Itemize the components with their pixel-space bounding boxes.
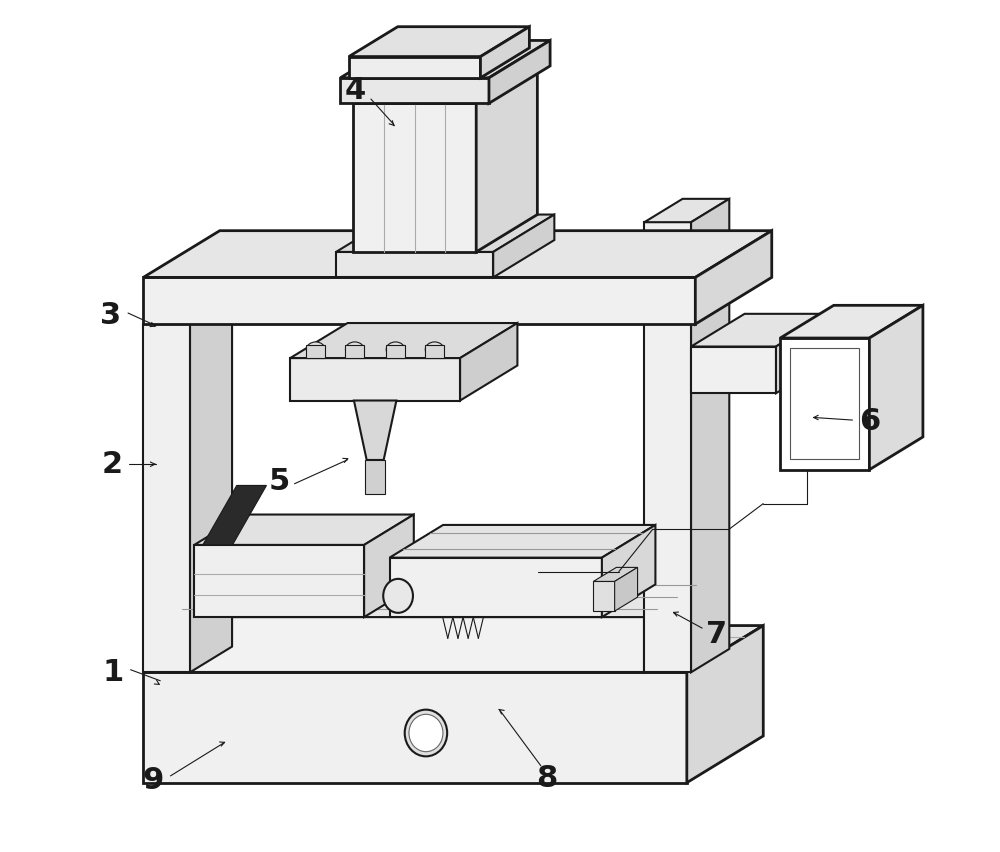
Polygon shape [691,199,729,672]
Polygon shape [143,298,232,324]
Polygon shape [169,617,644,672]
Polygon shape [776,314,829,394]
Ellipse shape [425,342,444,357]
Polygon shape [644,578,709,672]
Polygon shape [194,545,364,617]
Text: 2: 2 [101,450,122,479]
Polygon shape [143,625,763,672]
Polygon shape [480,26,529,78]
Polygon shape [691,347,776,394]
Polygon shape [143,324,190,672]
Polygon shape [869,305,923,469]
Polygon shape [336,252,493,278]
Ellipse shape [383,579,413,613]
Polygon shape [290,358,460,400]
Ellipse shape [409,714,443,751]
Polygon shape [780,338,869,469]
Text: 5: 5 [269,467,290,496]
Polygon shape [349,56,480,78]
Polygon shape [290,323,517,358]
Polygon shape [493,215,554,278]
Polygon shape [143,672,687,783]
Polygon shape [425,345,444,358]
Polygon shape [602,525,655,617]
Polygon shape [306,345,325,358]
Polygon shape [194,515,414,545]
Ellipse shape [345,342,364,357]
Polygon shape [691,314,829,347]
Polygon shape [203,486,266,545]
Polygon shape [143,231,772,278]
Polygon shape [476,66,537,252]
Polygon shape [354,400,396,460]
Polygon shape [340,40,550,78]
Text: 4: 4 [345,76,366,105]
Text: 8: 8 [536,764,557,793]
Polygon shape [364,515,414,617]
Polygon shape [386,345,405,358]
Polygon shape [190,298,232,672]
Polygon shape [143,278,695,324]
Ellipse shape [405,710,447,757]
Text: 9: 9 [143,767,164,796]
Text: 3: 3 [100,301,122,330]
Polygon shape [644,199,729,222]
Ellipse shape [306,342,325,357]
Polygon shape [345,345,364,358]
Polygon shape [615,567,638,611]
Text: 7: 7 [706,619,727,648]
Polygon shape [695,231,772,324]
Polygon shape [593,567,638,581]
Polygon shape [353,103,476,252]
Text: 1: 1 [103,658,124,687]
Ellipse shape [386,342,405,357]
Polygon shape [687,625,763,783]
Polygon shape [790,348,859,459]
Polygon shape [644,222,691,672]
Polygon shape [340,78,489,103]
Polygon shape [353,66,537,103]
Text: 6: 6 [859,407,880,436]
Polygon shape [365,460,385,494]
Polygon shape [169,578,709,617]
Polygon shape [349,26,529,56]
Polygon shape [390,525,655,557]
Polygon shape [593,581,615,611]
Polygon shape [390,557,602,617]
Polygon shape [336,215,554,252]
Polygon shape [780,305,923,338]
Polygon shape [460,323,517,400]
Polygon shape [489,40,550,103]
